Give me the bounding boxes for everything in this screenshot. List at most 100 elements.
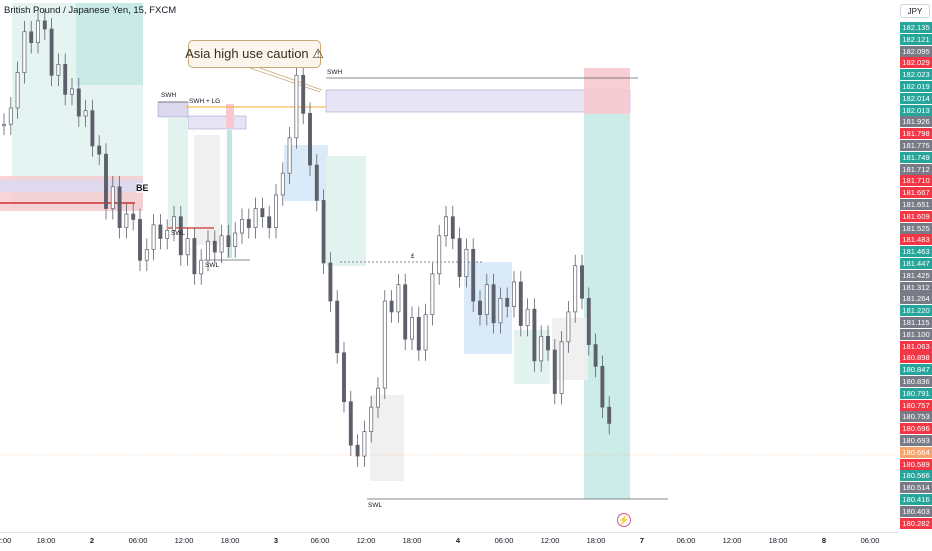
price-label: 180.566: [900, 470, 932, 482]
price-label: 181.609: [900, 210, 932, 222]
price-label: 181.749: [900, 151, 932, 163]
candle-body: [192, 238, 197, 275]
price-label: 180.589: [900, 458, 932, 470]
candle-body: [15, 72, 20, 109]
candle-body: [552, 349, 557, 394]
price-label: 182.014: [900, 92, 932, 104]
candle-body: [342, 352, 346, 403]
price-label: 180.836: [900, 376, 932, 387]
candle-body: [444, 216, 448, 237]
time-label: 18:00: [586, 536, 606, 545]
price-label: 181.483: [900, 234, 932, 246]
price-label: 181.710: [900, 175, 932, 187]
candle-body: [63, 64, 68, 95]
candle-body: [294, 74, 299, 139]
currency-selector[interactable]: JPY: [900, 4, 930, 18]
candle-body: [233, 232, 238, 247]
candle-body: [56, 64, 61, 76]
target-zone-left: [76, 3, 143, 85]
price-label: 180.791: [900, 387, 932, 399]
candle-body: [199, 259, 204, 275]
candle-body: [430, 273, 435, 315]
price-label: 182.023: [900, 69, 932, 81]
candle-body: [348, 401, 353, 446]
candle-body: [124, 213, 129, 228]
small-long-zone-1: [168, 118, 188, 228]
price-label: 181.115: [900, 317, 932, 328]
chart-title: British Pound / Japanese Yen, 15, FXCM: [4, 5, 177, 16]
candle-body: [484, 284, 489, 315]
candle-body: [328, 262, 333, 302]
candle-body: [70, 88, 74, 95]
price-label: 180.753: [900, 411, 932, 423]
candle-body: [151, 224, 156, 250]
time-label: 18:00: [768, 536, 788, 545]
time-label: 2: [89, 536, 95, 545]
time-label: 06:00: [676, 536, 696, 545]
candle-body: [8, 107, 13, 125]
candle-body: [287, 137, 292, 174]
candle-body: [600, 365, 605, 408]
candle-body: [42, 20, 47, 30]
candle-body: [49, 28, 54, 76]
swl-label-bottom: SWL: [368, 502, 383, 509]
candle-body: [491, 284, 496, 324]
time-label: 06:00: [860, 536, 880, 545]
candle-body: [76, 88, 81, 117]
candle-body: [274, 194, 278, 228]
time-label: 12:00: [174, 536, 194, 545]
candle-body: [423, 314, 428, 351]
price-label: 181.100: [900, 328, 932, 340]
time-label: 3: [273, 536, 279, 545]
candle-body: [607, 406, 612, 424]
candle-body: [525, 308, 530, 326]
time-axis[interactable]: [0, 532, 898, 551]
swl-label-b: SWL: [205, 262, 220, 269]
price-label: 181.651: [900, 199, 932, 210]
candle-body: [280, 172, 285, 196]
time-label: 06:00: [494, 536, 514, 545]
long-target-zone-right: [584, 114, 630, 499]
time-label: 8: [821, 536, 827, 545]
candle-body: [138, 219, 142, 261]
price-label: 180.514: [900, 482, 932, 494]
swl-label-a: SWL: [171, 230, 186, 237]
time-label: 18:00: [220, 536, 240, 545]
pound-mark: £: [411, 253, 415, 260]
price-label: 182.013: [900, 104, 932, 116]
price-label: 181.447: [900, 258, 932, 269]
lightning-icon[interactable]: ⚡: [617, 513, 631, 527]
price-label: 182.029: [900, 57, 932, 69]
price-label: 181.312: [900, 281, 932, 293]
candle-body: [437, 235, 442, 275]
candle-body: [178, 216, 183, 256]
candle-body: [117, 186, 122, 228]
time-label: 06:00: [310, 536, 330, 545]
price-label: 182.019: [900, 81, 932, 92]
time-label: 4: [455, 536, 461, 545]
asia-high-callout[interactable]: Asia high use caution ⚠: [185, 40, 324, 68]
be-label: BE: [136, 183, 149, 193]
candle-body: [403, 284, 408, 340]
price-label: 180.696: [900, 423, 932, 435]
candle-body: [212, 240, 217, 253]
candle-body: [36, 20, 40, 43]
candle-body: [165, 229, 170, 239]
candle-body: [518, 281, 523, 326]
price-label: 181.775: [900, 140, 932, 151]
chart-area[interactable]: British Pound / Japanese Yen, 15, FXCM A…: [0, 0, 898, 532]
candle-body: [410, 317, 414, 340]
candle-body: [376, 387, 380, 408]
candle-body: [450, 216, 455, 239]
candle-body: [321, 200, 326, 264]
candle-body: [457, 238, 462, 277]
price-label: 181.667: [900, 187, 932, 199]
candle-body: [369, 406, 374, 432]
candle-body: [22, 31, 27, 73]
candle-body: [314, 164, 319, 201]
price-label: 182.135: [900, 22, 932, 33]
candle-body: [260, 208, 265, 218]
candle-body: [2, 123, 6, 127]
candle-body: [593, 344, 598, 367]
price-chart[interactable]: [0, 0, 898, 532]
